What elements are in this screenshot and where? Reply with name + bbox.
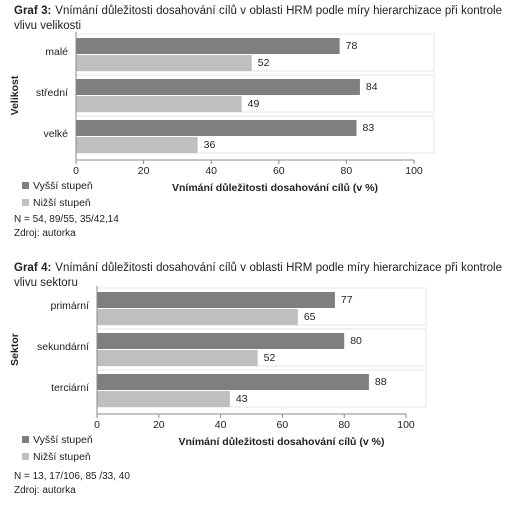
x-tick-label: 80 [341,165,353,177]
legend-swatch [22,453,29,460]
bar [97,391,230,407]
legend-swatch [22,199,29,206]
legend-label: Vyšší stupeň [33,180,93,192]
value-label: 77 [341,294,353,306]
note: N = 13, 17/106, 85 /33, 40 [14,471,130,482]
value-label: 43 [236,393,248,405]
value-label: 52 [264,352,276,364]
x-tick-label: 0 [94,419,100,431]
note: Zdroj: autorka [14,228,76,239]
legend-label: Nižší stupeň [33,451,91,463]
x-tick-label: 100 [405,165,423,177]
legend-label: Vyšší stupeň [33,434,93,446]
value-label: 80 [350,335,362,347]
value-label: 84 [366,81,378,93]
x-axis-label: Vnímání důležitosti dosahování cílů (v %… [179,436,385,448]
x-tick-label: 40 [215,419,227,431]
bar [97,309,298,325]
bar [97,374,369,390]
bar [97,292,335,308]
notes: N = 54, 89/55, 35/42,14 Zdroj: autorka [14,213,119,241]
x-tick-label: 80 [338,419,350,431]
x-axis-label: Vnímání důležitosti dosahování cílů (v %… [172,182,378,194]
x-tick-label: 100 [397,419,415,431]
y-axis-label: Sektor [9,333,21,366]
chart-label: Graf 3: [14,5,52,17]
note: Zdroj: autorka [14,485,76,496]
value-label: 36 [204,139,216,151]
category-label: sekundární [37,341,89,353]
x-tick-label: 60 [273,165,285,177]
legend-swatch [22,182,29,189]
chart-title-text: Vnímání důležitosti dosahování cílů v ob… [14,5,502,32]
bar [97,333,345,349]
x-tick-label: 20 [153,419,165,431]
legend-swatch [22,436,29,443]
category-label: velké [43,128,68,140]
bar [76,120,357,136]
legend-label: Nižší stupeň [33,197,91,209]
y-axis-label: Velikost [9,75,21,115]
bar [76,38,340,54]
chart-title-text: Vnímání důležitosti dosahování cílů v ob… [14,262,502,289]
x-tick-label: 60 [277,419,289,431]
x-tick-label: 0 [73,165,79,177]
category-label: malé [45,46,68,58]
note: N = 54, 89/55, 35/42,14 [14,214,119,225]
x-tick-label: 20 [138,165,150,177]
bar [97,350,258,366]
value-label: 88 [375,376,387,388]
value-label: 83 [363,122,375,134]
category-label: střední [36,87,68,99]
value-label: 49 [248,98,260,110]
category-label: terciární [51,382,89,394]
notes: N = 13, 17/106, 85 /33, 40 Zdroj: autorka [14,470,130,498]
category-label: primární [50,300,89,312]
value-label: 52 [258,57,270,69]
x-tick-label: 40 [205,165,217,177]
value-label: 65 [304,311,316,323]
chart-title: Graf 4: Vnímání důležitosti dosahování cí… [14,261,502,291]
value-label: 78 [346,40,358,52]
chart-label: Graf 4: [14,262,52,274]
bar [76,79,360,95]
bar [76,96,242,112]
bar [76,137,198,153]
chart-title: Graf 3: Vnímání důležitosti dosahování cí… [14,4,502,34]
bar [76,55,252,71]
